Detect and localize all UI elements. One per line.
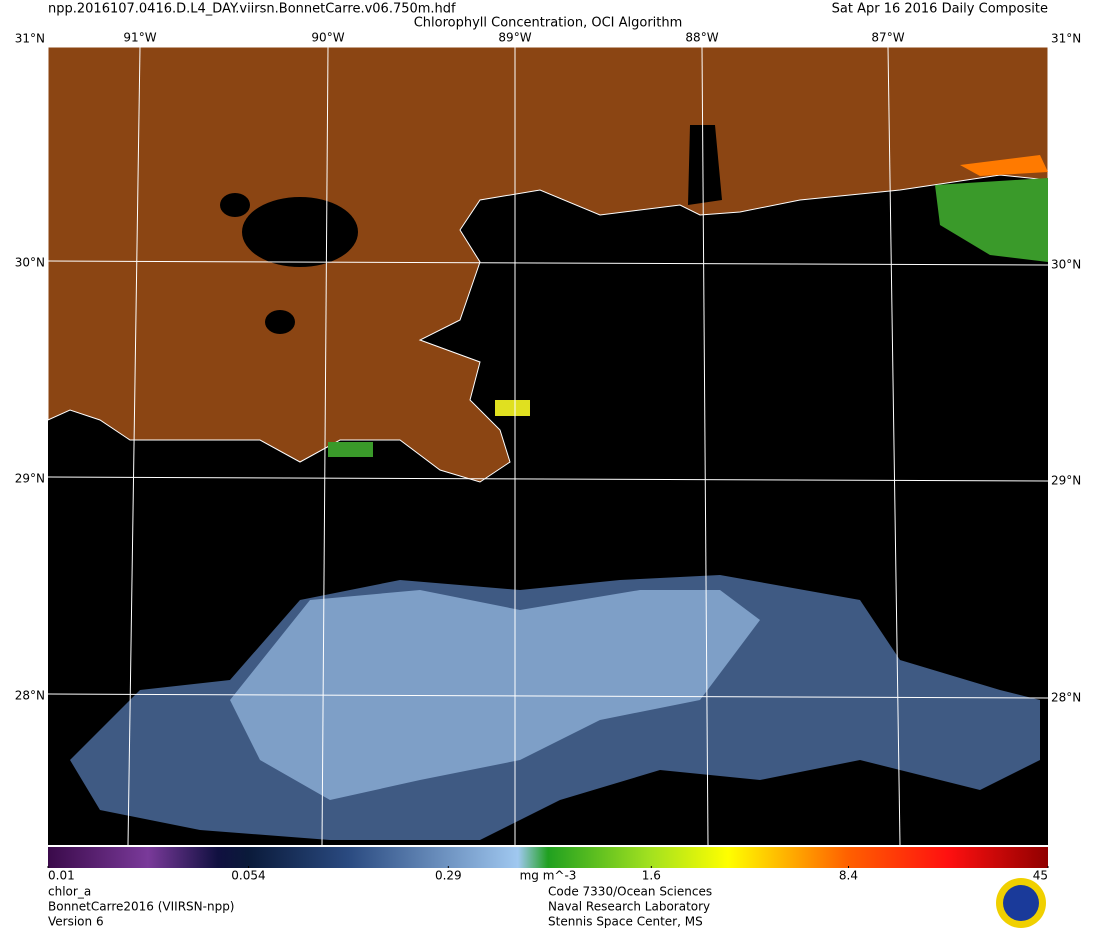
bay (688, 125, 722, 205)
meridian (887, 46, 901, 846)
lat-label: 31°N (15, 32, 45, 46)
map (47, 46, 1049, 845)
lon-label: 89°W (498, 31, 531, 45)
logo (996, 878, 1046, 928)
footer-center: Code 7330/Ocean Sciences (548, 885, 712, 899)
lat-label: 30°N (1051, 258, 1081, 272)
footer-center: Stennis Space Center, MS (548, 915, 703, 929)
colorbar-tick-label: 45 (1033, 869, 1048, 883)
chlorophyll-patch (495, 400, 530, 416)
colorbar-tick-label: 0.29 (435, 869, 462, 883)
colorbar-unit: mg m^-3 (520, 869, 577, 883)
colorbar-tick-label: 0.054 (231, 869, 265, 883)
parallel (47, 476, 1049, 482)
lake (242, 197, 358, 267)
graticule (47, 46, 1049, 846)
lon-label: 88°W (685, 31, 718, 45)
meridian (127, 46, 141, 846)
meridian (321, 46, 329, 846)
chlorophyll-high (935, 178, 1048, 262)
parallel (47, 260, 1049, 266)
footer-left: chlor_a (48, 885, 91, 899)
lon-label: 91°W (123, 31, 156, 45)
colorbar-tick-label: 8.4 (839, 869, 858, 883)
colorbar (48, 847, 1048, 868)
lat-label: 30°N (15, 256, 45, 270)
file-name: npp.2016107.0416.D.L4_DAY.viirsn.BonnetC… (48, 2, 456, 17)
chlorophyll-mid (230, 590, 760, 800)
lat-label: 29°N (1051, 474, 1081, 488)
date: Sat Apr 16 2016 Daily Composite (832, 2, 1048, 17)
lon-label: 87°W (871, 31, 904, 45)
lat-label: 31°N (1051, 32, 1081, 46)
lake (220, 193, 250, 217)
footer-left: BonnetCarre2016 (VIIRSN-npp) (48, 900, 235, 914)
map-title: Chlorophyll Concentration, OCI Algorithm (414, 16, 683, 31)
footer-center: Naval Research Laboratory (548, 900, 710, 914)
colorbar-tick-label: 0.01 (48, 869, 75, 883)
land (47, 46, 1049, 483)
colorbar-tick-label: 1.6 (642, 869, 661, 883)
lat-label: 28°N (15, 689, 45, 703)
chlorophyll-patch (328, 442, 373, 457)
meridian (701, 46, 709, 846)
lake (265, 310, 295, 334)
lat-label: 28°N (1051, 691, 1081, 705)
lon-label: 90°W (311, 31, 344, 45)
chlorophyll-very-high (960, 155, 1048, 176)
lat-label: 29°N (15, 472, 45, 486)
logo-center (1003, 885, 1039, 921)
footer-left: Version 6 (48, 915, 104, 929)
parallel (47, 693, 1049, 699)
